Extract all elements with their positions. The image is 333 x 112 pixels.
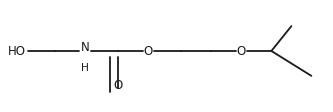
Text: H: H	[81, 62, 89, 72]
Text: O: O	[144, 45, 153, 58]
Text: N: N	[81, 41, 89, 54]
Text: O: O	[237, 45, 246, 58]
Text: O: O	[114, 78, 123, 91]
Text: HO: HO	[8, 45, 26, 58]
